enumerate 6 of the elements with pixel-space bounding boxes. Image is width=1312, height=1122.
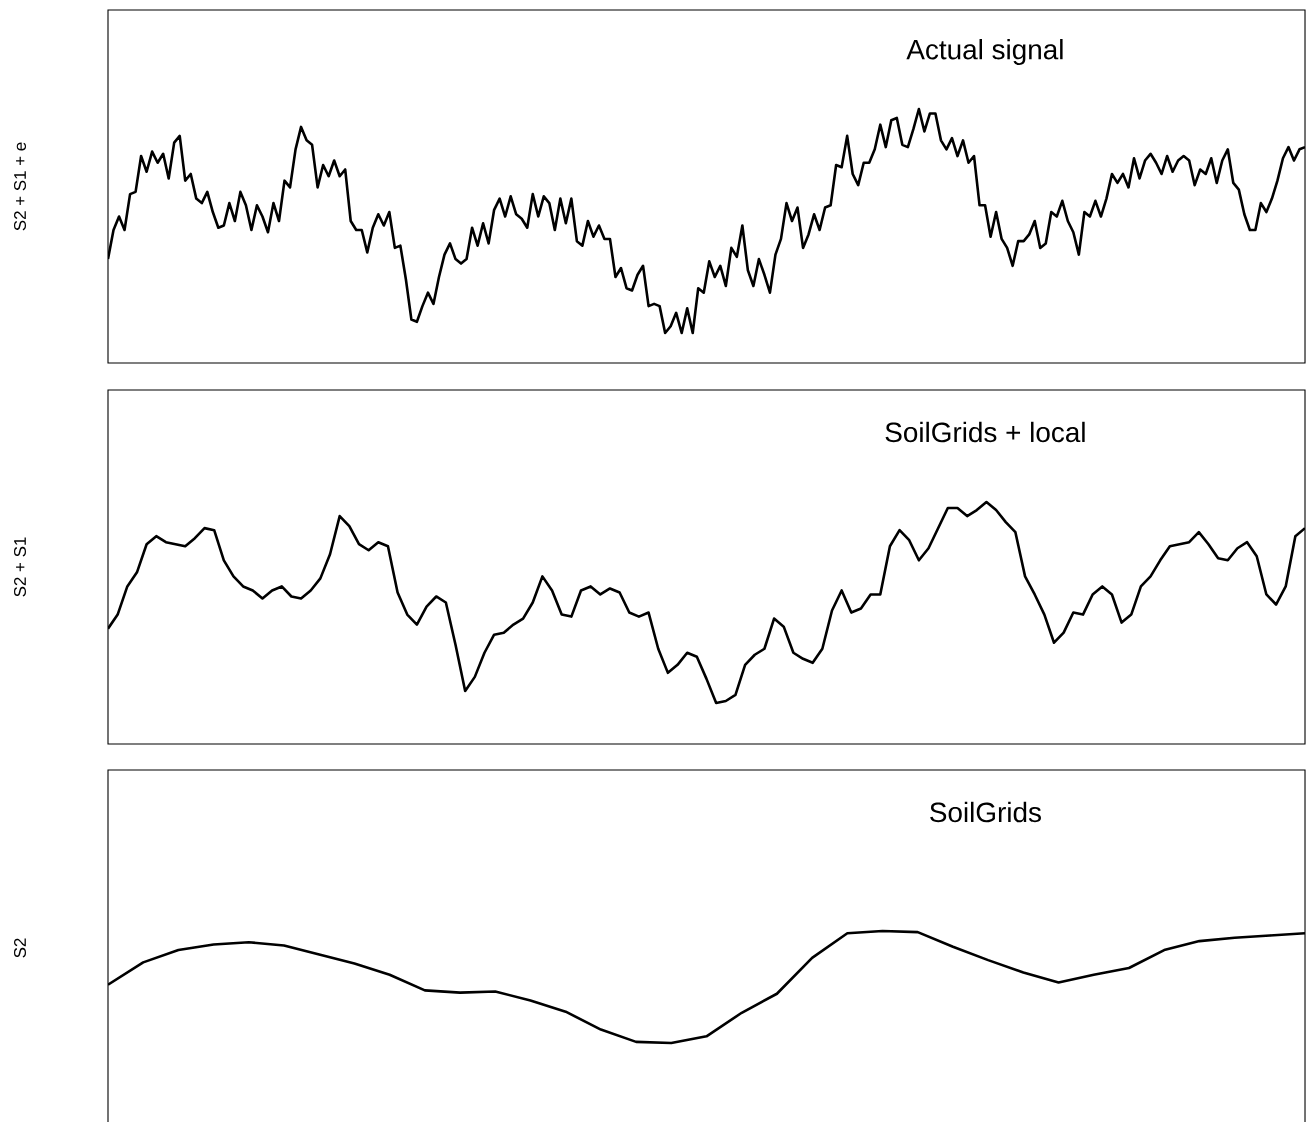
chart-title: Actual signal — [906, 39, 1063, 65]
chart-title: SoilGrids — [930, 801, 1041, 823]
y-axis-title: S2 + S1 + e — [14, 142, 26, 231]
y-axis-title: S2 — [14, 938, 26, 958]
chart-title: SoilGrids + local — [885, 421, 1085, 443]
y-axis-title: S2 + S1 — [14, 537, 26, 597]
